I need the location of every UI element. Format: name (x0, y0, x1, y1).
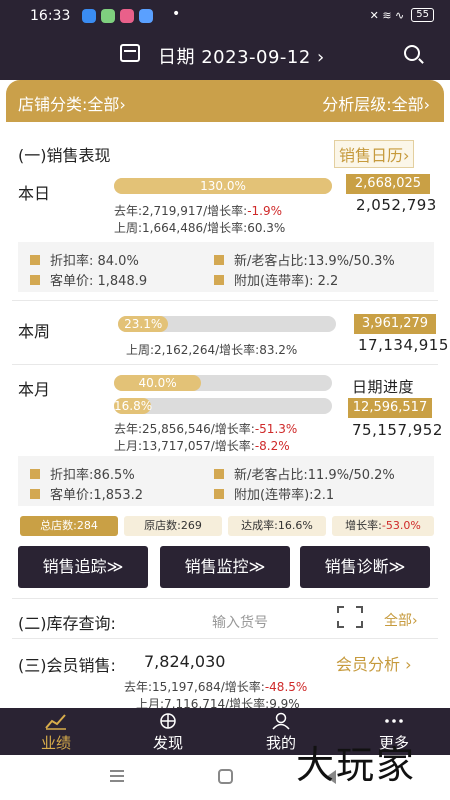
member-analysis-link[interactable]: 会员分析 › (336, 655, 412, 674)
nav-more[interactable]: 更多 (338, 708, 450, 755)
nav-label: 业绩 (40, 734, 71, 752)
sales-section-title: (一)销售表现 (18, 146, 111, 165)
day-new-old: 新/老客占比:13.9%/50.3% (214, 250, 395, 269)
store-category-filter[interactable]: 店铺分类:全部› (18, 95, 126, 114)
nav-mine[interactable]: 我的 (225, 708, 337, 755)
home-icon[interactable] (218, 769, 233, 784)
day-attach-rate: 附加(连带率): 2.2 (214, 270, 338, 289)
date-progress-label: 日期进度 (352, 378, 415, 396)
month-stats-box: 折扣率:86.5% 新/老客占比:11.9%/50.2% 客单价:1,853.2… (18, 456, 434, 506)
main-content: (一)销售表现 销售日历› 本日 130.0% 2,668,025 2,052,… (6, 122, 448, 711)
nav-performance[interactable]: 业绩 (0, 708, 112, 755)
member-sales-value: 7,824,030 (144, 652, 226, 671)
search-icon[interactable] (404, 45, 420, 61)
member-last-year: 去年:15,197,684/增长率:-48.5% (124, 680, 308, 694)
sales-calendar-link[interactable]: 销售日历› (334, 140, 415, 168)
month-target-badge: 12,596,517 (348, 398, 432, 418)
divider (12, 364, 438, 365)
nav-label: 我的 (265, 734, 296, 752)
day-target-badge: 2,668,025 (346, 174, 430, 194)
week-label: 本周 (18, 322, 51, 341)
inventory-section-title: (二)库存查询: (18, 614, 116, 633)
week-target-badge: 3,961,279 (354, 314, 436, 334)
battery-icon: 55 (411, 8, 434, 22)
menu-icon[interactable] (110, 770, 124, 782)
watermark-logo: 大玩家 (296, 743, 417, 787)
month-discount: 折扣率:86.5% (30, 464, 135, 483)
month-attach-rate: 附加(连带率):2.1 (214, 484, 334, 503)
sales-tracking-button[interactable]: 销售追踪≫ (18, 546, 148, 588)
system-nav-bar (0, 755, 450, 800)
day-discount: 折扣率: 84.0% (30, 250, 139, 269)
filter-bar: 店铺分类:全部› 分析层级:全部› (6, 80, 444, 122)
sales-monitoring-button[interactable]: 销售监控≫ (160, 546, 290, 588)
chart-line-icon (45, 714, 66, 730)
app-notification-icon (120, 9, 134, 23)
member-last-month: 上月:7,116,714/增长率:9.9% (136, 697, 300, 711)
status-time: 16:33 (30, 8, 71, 24)
month-date-progress-fill: 16.8% (114, 398, 153, 414)
status-right: ✕ ≋ ∿ 55 (370, 8, 434, 22)
total-stores-chip: 总店数:284 (20, 516, 118, 536)
member-section-title: (三)会员销售: (18, 656, 116, 675)
orig-stores-chip: 原店数:269 (124, 516, 222, 536)
day-sales-value: 2,052,793 (356, 196, 437, 214)
status-bar: 16:33 • ✕ ≋ ∿ 55 (0, 0, 450, 32)
month-new-old: 新/老客占比:11.9%/50.2% (214, 464, 395, 483)
status-dot: • (172, 6, 181, 22)
month-progress-fill: 40.0% (114, 375, 202, 391)
analysis-level-filter[interactable]: 分析层级:全部› (322, 95, 430, 114)
wechat-icon (101, 9, 115, 23)
week-progress-fill: 23.1% (118, 316, 169, 332)
divider (12, 300, 438, 301)
achieve-rate-chip: 达成率:16.6% (228, 516, 326, 536)
day-label: 本日 (18, 184, 51, 203)
month-label: 本月 (18, 380, 51, 399)
bottom-nav: 业绩 发现 我的 更多 (0, 708, 450, 755)
sales-diagnosis-button[interactable]: 销售诊断≫ (300, 546, 430, 588)
week-progress-bar: 23.1% (118, 316, 336, 332)
day-last-year: 去年:2,719,917/增长率:-1.9% (114, 204, 283, 218)
week-sales-value: 17,134,915 (358, 336, 449, 354)
more-dots-icon (385, 719, 403, 723)
month-progress-bar: 40.0% (114, 375, 332, 391)
app-notification-icon (82, 9, 96, 23)
signal-wifi-icon: ✕ ≋ ∿ (369, 8, 405, 22)
day-unit-price: 客单价: 1,848.9 (30, 270, 147, 289)
day-last-week: 上周:1,664,486/增长率:60.3% (114, 221, 286, 235)
month-sales-value: 75,157,952 (352, 421, 443, 439)
nav-label: 发现 (152, 734, 183, 752)
month-last-month: 上月:13,717,057/增长率:-8.2% (114, 439, 290, 453)
back-icon[interactable] (326, 770, 336, 784)
divider (12, 638, 438, 639)
inventory-all-link[interactable]: 全部› (384, 613, 418, 629)
date-selector[interactable]: 日期 2023-09-12 › (158, 47, 325, 68)
month-last-year: 去年:25,856,546/增长率:-51.3% (114, 422, 298, 436)
user-icon (272, 712, 290, 730)
notification-icons (82, 9, 153, 23)
day-progress-bar: 130.0% (114, 178, 332, 194)
month-unit-price: 客单价:1,853.2 (30, 484, 143, 503)
app-notification-icon (139, 9, 153, 23)
scan-icon[interactable] (337, 606, 363, 628)
calendar-icon[interactable] (120, 44, 140, 62)
sku-search-input[interactable]: 输入货号 (212, 615, 268, 631)
growth-rate-chip: 增长率:-53.0% (332, 516, 434, 536)
month-date-progress-bar: 16.8% (114, 398, 332, 414)
pinwheel-icon (160, 713, 176, 729)
day-stats-box: 折扣率: 84.0% 新/老客占比:13.9%/50.3% 客单价: 1,848… (18, 242, 434, 292)
nav-label: 更多 (378, 734, 409, 752)
week-last-week: 上周:2,162,264/增长率:83.2% (126, 343, 298, 357)
day-progress-fill: 130.0% (114, 178, 332, 194)
divider (12, 598, 438, 599)
app-header: 日期 2023-09-12 › (0, 32, 450, 80)
nav-discover[interactable]: 发现 (112, 708, 224, 755)
